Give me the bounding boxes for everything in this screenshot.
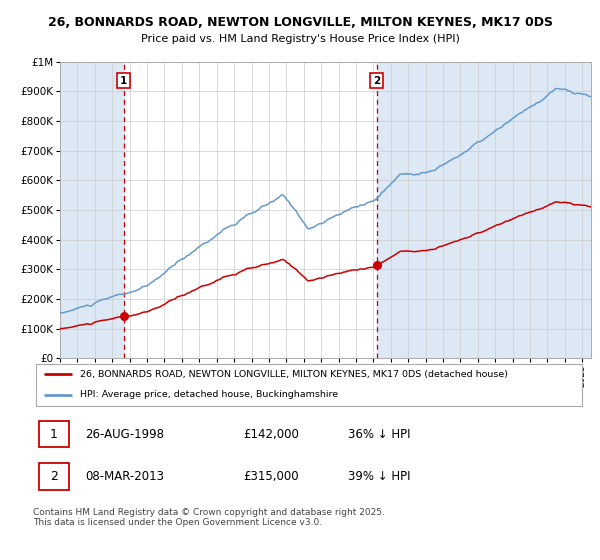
Text: 39% ↓ HPI: 39% ↓ HPI: [347, 470, 410, 483]
Text: 2: 2: [50, 470, 58, 483]
Text: 08-MAR-2013: 08-MAR-2013: [85, 470, 164, 483]
Bar: [60, 62, 124, 358]
Text: £142,000: £142,000: [243, 427, 299, 441]
Bar: [377, 62, 591, 358]
Text: 26, BONNARDS ROAD, NEWTON LONGVILLE, MILTON KEYNES, MK17 0DS (detached house): 26, BONNARDS ROAD, NEWTON LONGVILLE, MIL…: [80, 370, 508, 379]
FancyBboxPatch shape: [36, 363, 582, 406]
FancyBboxPatch shape: [38, 463, 69, 490]
Text: £315,000: £315,000: [243, 470, 298, 483]
Text: Price paid vs. HM Land Registry's House Price Index (HPI): Price paid vs. HM Land Registry's House …: [140, 34, 460, 44]
Text: 26-AUG-1998: 26-AUG-1998: [85, 427, 164, 441]
Text: 26, BONNARDS ROAD, NEWTON LONGVILLE, MILTON KEYNES, MK17 0DS: 26, BONNARDS ROAD, NEWTON LONGVILLE, MIL…: [47, 16, 553, 29]
Text: Contains HM Land Registry data © Crown copyright and database right 2025.
This d: Contains HM Land Registry data © Crown c…: [33, 508, 385, 527]
Text: 36% ↓ HPI: 36% ↓ HPI: [347, 427, 410, 441]
Text: HPI: Average price, detached house, Buckinghamshire: HPI: Average price, detached house, Buck…: [80, 390, 338, 399]
Text: 1: 1: [50, 427, 58, 441]
Text: 1: 1: [120, 76, 127, 86]
Text: 2: 2: [373, 76, 380, 86]
FancyBboxPatch shape: [38, 421, 69, 447]
